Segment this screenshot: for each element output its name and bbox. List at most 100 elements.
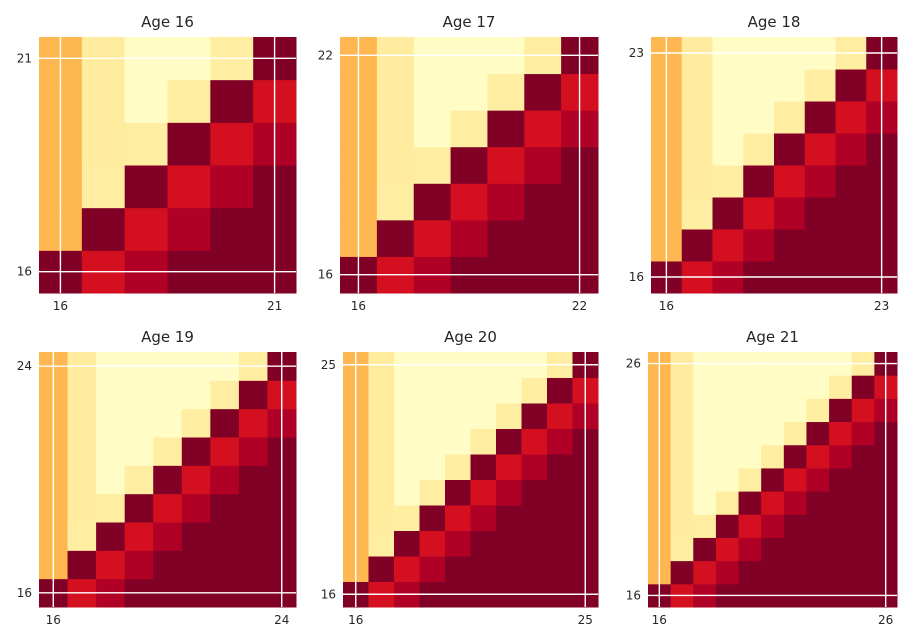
heatmap-cell <box>419 428 446 455</box>
heatmap-cell <box>496 377 522 404</box>
x-tick-label: 26 <box>878 613 893 627</box>
heatmap-cell <box>167 79 211 123</box>
heatmap-cell <box>124 550 154 580</box>
heatmap-cell <box>804 133 836 166</box>
heatmap-cell <box>445 454 471 480</box>
heatmap-cell <box>238 550 268 580</box>
heatmap-cell <box>835 133 867 166</box>
heatmap-cell <box>804 197 836 230</box>
y-tick-label: 16 <box>17 586 32 600</box>
heatmap-cell <box>547 454 573 480</box>
heatmap-cell <box>368 505 395 531</box>
heatmap-cell <box>153 437 183 466</box>
heatmap-cell <box>670 560 694 585</box>
heatmap-cell <box>681 69 713 102</box>
heatmap-cell <box>743 133 775 166</box>
heatmap-cell <box>738 560 762 585</box>
heatmap-cell <box>394 530 420 557</box>
heatmap-cell <box>681 197 713 230</box>
heatmap-cell <box>368 428 395 455</box>
heatmap-cell <box>67 493 97 523</box>
heatmap-cell <box>450 146 488 184</box>
heatmap-cell <box>368 403 395 429</box>
heatmap-cell <box>851 560 875 585</box>
heatmap-cell <box>693 398 717 423</box>
heatmap-cell <box>851 444 875 469</box>
heatmap-cell <box>181 493 211 523</box>
y-tick-label: 22 <box>318 48 333 62</box>
heatmap-cell <box>524 219 562 257</box>
heatmap-cell <box>715 375 740 399</box>
x-tick-label: 16 <box>46 613 61 627</box>
heatmap-cell <box>153 493 183 523</box>
heatmap-cell <box>81 207 126 251</box>
heatmap-cell <box>450 219 488 257</box>
heatmap-cell <box>521 556 548 582</box>
heatmap-cell <box>670 514 694 538</box>
x-tick-label: 16 <box>351 299 366 313</box>
heatmap-cell <box>496 454 522 480</box>
heatmap-panel: Age 21 16 26 16 26 <box>626 328 898 627</box>
heatmap-cell <box>743 69 775 102</box>
heatmap-cell <box>419 479 446 506</box>
y-tick-label: 21 <box>17 51 32 65</box>
heatmap-cell <box>368 530 395 557</box>
heatmap-cell <box>394 428 420 455</box>
heatmap-cell <box>829 467 853 492</box>
heatmap-cell <box>450 110 488 148</box>
heatmap-cell <box>835 69 867 102</box>
heatmap-cell <box>210 122 254 166</box>
x-tick-label: 16 <box>348 613 363 627</box>
heatmap-cell <box>67 522 97 551</box>
heatmap-cell <box>743 229 775 262</box>
heatmap-cell <box>81 122 126 166</box>
heatmap-cell <box>238 493 268 523</box>
x-tick-label: 16 <box>652 613 667 627</box>
x-tick-label: 16 <box>659 299 674 313</box>
heatmap-cell <box>851 537 875 562</box>
heatmap-cell <box>524 73 562 111</box>
heatmap-cell <box>806 560 830 585</box>
heatmap-cell <box>487 110 525 148</box>
y-tick-label: 23 <box>629 46 644 60</box>
heatmap-cell <box>547 556 573 582</box>
heatmap-cell <box>761 375 785 399</box>
heatmap-cell <box>394 454 420 480</box>
heatmap-cell <box>96 380 126 410</box>
heatmap-cell <box>96 493 126 523</box>
heatmap-cell <box>761 421 785 446</box>
heatmap-cell <box>167 207 211 251</box>
heatmap-cell <box>419 505 446 531</box>
heatmap-cell <box>743 165 775 198</box>
heatmap-cell <box>806 537 830 562</box>
heatmap-cell <box>376 183 415 221</box>
panel-title: Age 19 <box>141 328 194 346</box>
heatmap-cell <box>712 69 744 102</box>
heatmap-cell <box>783 491 807 515</box>
heatmap-cell <box>376 110 415 148</box>
heatmap-cell <box>681 101 713 134</box>
heatmap-cell <box>210 79 254 123</box>
heatmap-cell <box>470 556 497 582</box>
heatmap-cell <box>783 375 807 399</box>
heatmap-cell <box>851 467 875 492</box>
x-tick-label: 23 <box>874 299 889 313</box>
heatmap-cell <box>470 454 497 480</box>
heatmap-cell <box>761 514 785 538</box>
panel-title: Age 21 <box>746 328 799 346</box>
heatmap-cell <box>210 465 240 495</box>
heatmap-cell <box>238 380 268 410</box>
heatmap-cell <box>829 375 853 399</box>
heatmap-cell <box>153 408 183 438</box>
heatmap-cell <box>181 522 211 551</box>
heatmap-cell <box>238 408 268 438</box>
heatmap-cell <box>804 165 836 198</box>
heatmap-cell <box>376 146 415 184</box>
heatmap-cell <box>715 514 740 538</box>
heatmap-cell <box>496 428 522 455</box>
heatmap-cell <box>181 408 211 438</box>
heatmap-cell <box>394 403 420 429</box>
heatmap-cell <box>743 101 775 134</box>
heatmap-cell <box>445 403 471 429</box>
heatmap-cell <box>681 133 713 166</box>
